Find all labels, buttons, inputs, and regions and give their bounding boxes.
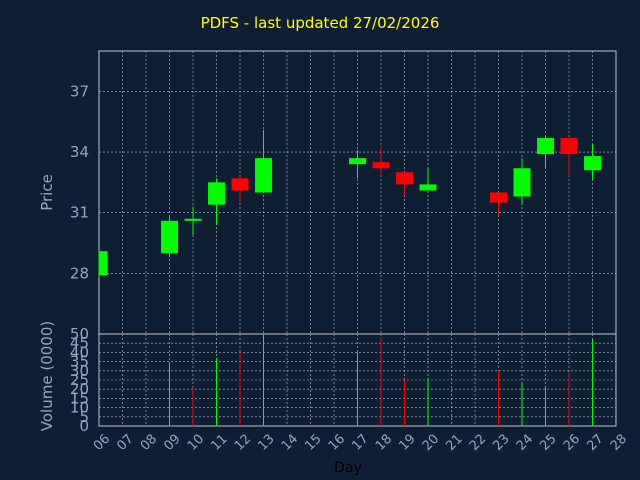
candle-body <box>372 162 390 169</box>
candle-body <box>537 137 554 155</box>
x-tick-label: 27 <box>584 432 606 454</box>
x-tick-label: 21 <box>443 432 465 454</box>
candle-body <box>490 192 507 203</box>
price-tick-label: 31 <box>70 204 89 222</box>
candle-body <box>419 184 437 191</box>
x-tick-label: 18 <box>373 432 395 454</box>
chart-title: PDFS - last updated 27/02/2026 <box>200 14 440 32</box>
candle-body <box>99 251 108 276</box>
candle-body <box>208 182 225 205</box>
candle-body <box>255 158 272 193</box>
candle-body <box>231 178 249 191</box>
volume-tick-label: 25 <box>70 371 89 389</box>
x-tick-label: 26 <box>561 432 583 454</box>
price-tick-label: 28 <box>70 264 89 282</box>
x-tick-label: 09 <box>161 432 183 454</box>
x-tick-label: 12 <box>232 432 254 454</box>
volume-tick-label: 50 <box>70 325 89 343</box>
candle-body <box>184 218 202 221</box>
volume-tick-label: 30 <box>70 362 89 380</box>
x-tick-label: 17 <box>349 432 371 454</box>
x-tick-label: 23 <box>490 432 512 454</box>
x-tick-label: 11 <box>208 432 230 454</box>
x-tick-label: 13 <box>255 432 277 454</box>
x-tick-label: 20 <box>420 432 442 454</box>
volume-tick-label: 40 <box>70 343 89 361</box>
price-axis-label: Price <box>38 174 56 211</box>
x-tick-label: 25 <box>537 432 559 454</box>
x-tick-label: 19 <box>396 432 418 454</box>
price-tick-label: 34 <box>70 143 89 161</box>
candle-body <box>560 137 578 155</box>
volume-tick-label: 35 <box>70 353 89 371</box>
candle-body <box>349 158 366 165</box>
volume-tick-label: 10 <box>70 399 89 417</box>
x-tick-label: 14 <box>279 432 301 454</box>
candle-body <box>513 168 531 197</box>
volume-tick-label: 5 <box>79 408 89 426</box>
x-tick-label: 07 <box>114 432 136 454</box>
volume-tick-label: 0 <box>79 417 89 435</box>
volume-tick-label: 20 <box>70 380 89 398</box>
volume-tick-label: 45 <box>70 334 89 352</box>
candle-body <box>584 156 601 171</box>
price-tick-label: 37 <box>70 82 89 100</box>
volume-tick-label: 15 <box>70 389 89 407</box>
x-tick-label: 15 <box>302 432 324 454</box>
x-tick-label: 28 <box>608 432 630 454</box>
x-tick-label: 24 <box>514 432 536 454</box>
candle-body <box>396 172 413 185</box>
volume-axis-label: Volume (0000) <box>38 321 56 431</box>
candle-body <box>161 220 178 254</box>
x-tick-label: 06 <box>91 432 113 454</box>
x-axis-label: Day <box>334 460 362 476</box>
x-tick-label: 22 <box>467 432 489 454</box>
x-tick-label: 16 <box>326 432 348 454</box>
x-tick-label: 08 <box>138 432 160 454</box>
x-tick-label: 10 <box>185 432 207 454</box>
